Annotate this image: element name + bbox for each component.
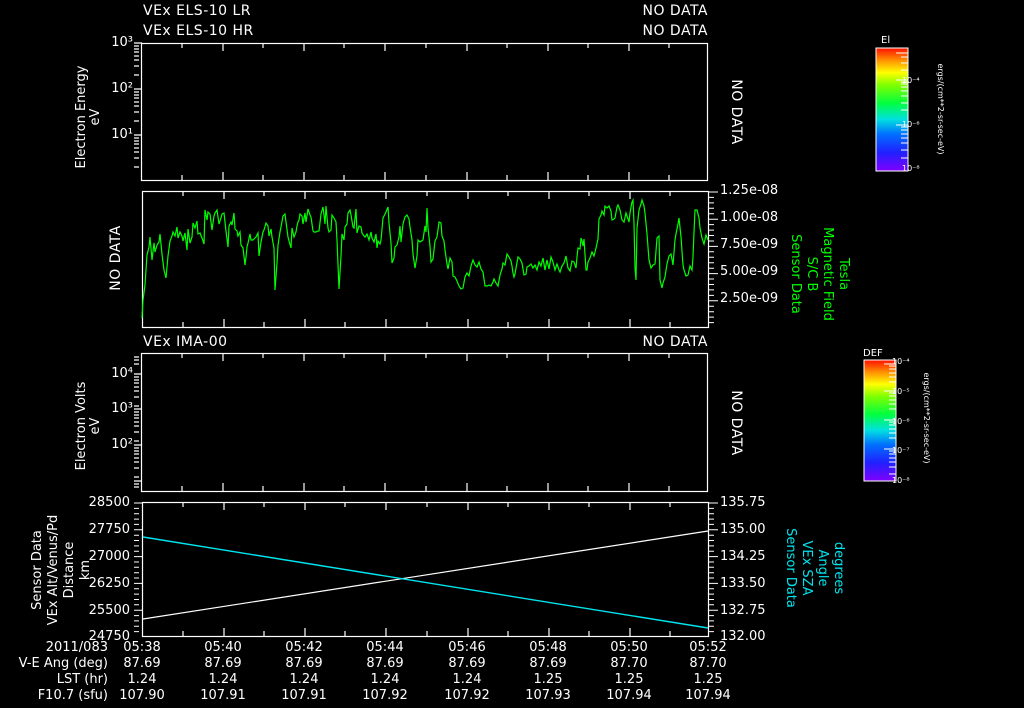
panel-2-ytick: 7.50e-09	[720, 237, 779, 252]
panel-2-ytick: 2.50e-09	[720, 291, 779, 306]
lst-label: LST (hr)	[56, 672, 108, 687]
panel-3-ytick: 10⁴	[111, 366, 133, 381]
f107-value: 107.92	[444, 688, 490, 703]
panel-1-ytick: 10³	[111, 35, 133, 50]
time-label: 05:42	[285, 640, 323, 655]
colorbar-def-unit: ergs/(cm**2-sr-sec-eV)	[922, 372, 931, 464]
panel-4-ytick-left: 27750	[88, 522, 130, 537]
panel-3-frame	[134, 352, 709, 493]
colorbar-el-title: El	[881, 35, 891, 46]
lst-value: 1.24	[289, 672, 319, 687]
date-label: 2011/083	[45, 640, 108, 655]
lst-value: 1.25	[533, 672, 563, 687]
panel-3-title: VEx IMA-00	[143, 334, 228, 350]
ve-ang-value: 87.70	[610, 656, 648, 671]
ve-ang-value: 87.69	[366, 656, 404, 671]
lst-value: 1.24	[452, 672, 482, 687]
ve-ang-value: 87.70	[689, 656, 727, 671]
panel-4-ytick-right: 135.75	[720, 495, 766, 510]
panel-4-ytick-left: 26250	[88, 576, 130, 591]
panel-1-status-hr: NO DATA	[642, 23, 708, 39]
panel-2-left-status: NO DATA	[108, 225, 124, 291]
f107-value: 107.94	[606, 688, 652, 703]
panel-4-axis-ticks	[134, 502, 718, 633]
lst-value: 1.25	[693, 672, 723, 687]
sza-line	[142, 536, 709, 629]
ve-ang-value: 87.69	[123, 656, 161, 671]
panel-1-right-status: NO DATA	[728, 79, 744, 145]
colorbar-def-tick: 10⁻⁴	[892, 357, 910, 366]
panel-4-ytick-left: 27000	[88, 549, 130, 564]
f107-value: 107.93	[525, 688, 571, 703]
panel-1-title-lr: VEx ELS-10 LR	[143, 3, 252, 19]
panel-3-ytick: 10³	[111, 401, 133, 416]
colorbar-el	[875, 47, 909, 172]
panel-4-ylabel-left: Sensor Data VEx Alt/Venus/Pd Distance km	[30, 514, 93, 626]
f107-label: F10.7 (sfu)	[37, 688, 108, 703]
panel-2-ytick: 1.00e-08	[720, 210, 779, 225]
panel-3-right-status: NO DATA	[728, 390, 744, 456]
colorbar-def	[863, 359, 897, 482]
time-label: 05:38	[123, 640, 161, 655]
colorbar-el-tick: 10⁻⁸	[902, 164, 920, 173]
f107-value: 107.91	[200, 688, 246, 703]
panel-3-status: NO DATA	[642, 334, 708, 350]
panel-3-ylabel: Electron Volts eV	[74, 381, 103, 471]
panel-4-ytick-right: 133.50	[720, 576, 766, 591]
panel-1-ytick: 10²	[111, 81, 133, 96]
time-label: 05:46	[448, 640, 486, 655]
panel-4-ytick-left: 28500	[88, 495, 130, 510]
time-label: 05:52	[689, 640, 727, 655]
lst-value: 1.25	[614, 672, 644, 687]
panel-1-status-lr: NO DATA	[642, 3, 708, 19]
lst-value: 1.24	[127, 672, 157, 687]
time-label: 05:40	[204, 640, 242, 655]
time-label: 05:44	[366, 640, 404, 655]
panel-2-right-axis-ticks	[708, 191, 718, 324]
panel-4-frame	[141, 501, 710, 638]
colorbar-def-tick: 10⁻⁵	[892, 387, 910, 396]
ve-ang-value: 87.69	[529, 656, 567, 671]
colorbar-def-title: DEF	[863, 348, 883, 359]
panel-3-ytick: 10²	[111, 437, 133, 452]
panel-1-ylabel: Electron Energy eV	[74, 65, 103, 169]
panel-4-ytick-right: 132.75	[720, 603, 766, 618]
f107-value: 107.91	[281, 688, 327, 703]
colorbar-def-tick: 10⁻⁷	[892, 446, 910, 455]
colorbar-el-unit: ergs/(cm**2-sr-sec-eV)	[936, 63, 945, 155]
panel-2-ytick: 5.00e-09	[720, 264, 779, 279]
panel-1-ytick: 10¹	[111, 127, 133, 142]
f107-value: 107.92	[362, 688, 408, 703]
colorbar-def-tick: 10⁻⁸	[892, 476, 910, 485]
panel-2-frame	[141, 190, 710, 329]
panel-4-ytick-right: 132.00	[720, 629, 766, 644]
panel-1-frame	[134, 42, 709, 182]
ve-ang-label: V-E Ang (deg)	[18, 656, 108, 671]
f107-value: 107.94	[685, 688, 731, 703]
panel-1-title-hr: VEx ELS-10 HR	[143, 23, 254, 39]
colorbar-def-tick: 10⁻⁶	[892, 417, 910, 426]
lst-value: 1.24	[208, 672, 238, 687]
f107-value: 107.90	[119, 688, 165, 703]
lst-value: 1.24	[370, 672, 400, 687]
ve-ang-value: 87.69	[285, 656, 323, 671]
colorbar-el-tick: 10⁻⁴	[902, 76, 920, 85]
panel-4-ylabel-right: Sensor Data VEx SZA Angle degrees	[783, 528, 846, 608]
ve-ang-value: 87.69	[204, 656, 242, 671]
magnetic-field-line	[141, 197, 709, 319]
colorbar-el-tick: 10⁻⁶	[902, 120, 920, 129]
panel-4-ytick-right: 134.25	[720, 549, 766, 564]
panel-4-ytick-left: 24750	[88, 629, 130, 644]
ve-ang-value: 87.69	[448, 656, 486, 671]
panel-2-ylabel: Sensor Data S/C B Magnetic Field Tesla	[788, 227, 851, 321]
panel-4-ytick-left: 25500	[88, 603, 130, 618]
time-label: 05:50	[610, 640, 648, 655]
panel-2-ytick: 1.25e-08	[720, 183, 779, 198]
time-label: 05:48	[529, 640, 567, 655]
panel-4-ytick-right: 135.00	[720, 522, 766, 537]
altitude-line	[142, 530, 709, 620]
